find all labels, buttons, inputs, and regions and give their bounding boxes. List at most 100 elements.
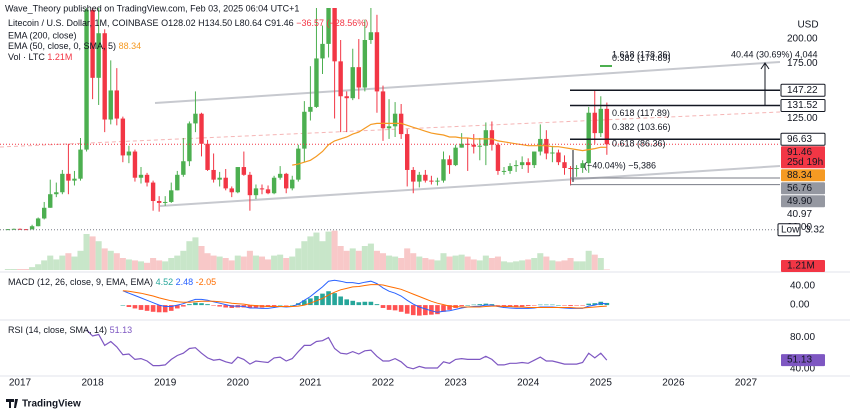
candle-body <box>223 177 228 189</box>
price-box <box>781 146 825 169</box>
macd-hist <box>289 305 295 306</box>
candle-body <box>211 169 216 180</box>
volume-bar <box>71 256 78 270</box>
candle-body <box>11 228 17 230</box>
rsi-box-label: 51.13 <box>787 355 812 366</box>
candle-body <box>526 162 531 166</box>
candle-body <box>84 9 89 150</box>
volume-bar <box>41 260 48 270</box>
volume-bar <box>513 261 520 270</box>
measure-arrow-head <box>760 62 770 70</box>
candle-body <box>417 174 422 182</box>
volume-bar <box>343 250 350 270</box>
volume-box <box>781 260 825 272</box>
candle-body <box>156 200 162 203</box>
candle-body <box>259 188 265 190</box>
volume-bar <box>452 255 459 270</box>
macd-hist <box>435 305 440 315</box>
macd-hist <box>417 305 422 316</box>
macd-hist <box>144 305 150 311</box>
macd-hist <box>168 305 174 311</box>
macd-hist <box>205 304 210 306</box>
volume-bar <box>240 256 247 270</box>
volume-bar <box>35 264 42 270</box>
price-label: 125.00 <box>787 113 818 124</box>
volume-bar <box>53 259 60 270</box>
volume-bar <box>228 260 235 270</box>
candle-body <box>126 151 132 156</box>
candle-body <box>405 134 410 170</box>
volume-bar <box>507 262 514 270</box>
macd-signal-value: -2.05 <box>196 277 217 287</box>
volume-bar <box>543 256 550 270</box>
volume-bar <box>107 250 114 270</box>
volume-bar <box>271 255 278 270</box>
candle-body <box>447 159 452 166</box>
volume-bar <box>410 253 417 270</box>
x-tick-label: 2027 <box>735 378 758 389</box>
candle-body <box>532 151 537 166</box>
macd-hist <box>429 305 434 315</box>
legend-macd: MACD (12, 26, close, 9, EMA, EMA) 4.52 2… <box>8 277 216 287</box>
x-tick-label: 2020 <box>227 378 250 389</box>
macd-hist <box>120 305 126 306</box>
candle-body <box>90 9 95 78</box>
volume-bar <box>10 269 17 270</box>
low-box <box>777 223 801 237</box>
price-label: 175.00 <box>787 58 818 69</box>
volume-bar <box>234 255 241 270</box>
volume-bar <box>89 236 96 270</box>
macd-hist <box>404 305 410 314</box>
macd-hist <box>380 305 386 308</box>
rsi-tick-label: 80.00 <box>790 332 815 343</box>
macd-value: 2.48 <box>176 277 194 287</box>
candle-body <box>277 173 283 178</box>
macd-hist <box>410 305 416 316</box>
candle-body <box>320 43 325 59</box>
volume-layer <box>4 230 610 270</box>
candle-body <box>411 169 416 182</box>
volume-bar <box>125 259 132 270</box>
candle-body <box>374 32 380 92</box>
macd-hist <box>471 304 477 306</box>
candle-body <box>217 177 222 180</box>
volume-bar <box>331 230 338 270</box>
fib-label: 0.382 (103.66) <box>612 122 671 132</box>
volume-bar <box>373 250 380 270</box>
channel-upper <box>154 61 780 104</box>
macd-hist <box>126 305 132 308</box>
candle-body <box>29 226 35 230</box>
macd-hist <box>217 305 222 307</box>
macd-hist <box>247 305 253 308</box>
x-tick-label: 2021 <box>299 378 322 389</box>
macd-hist <box>368 301 374 306</box>
volume-bar <box>488 258 495 270</box>
x-tick-label: 2018 <box>81 378 104 389</box>
logo <box>6 399 18 408</box>
volume-bar <box>307 236 314 270</box>
rsi-name: RSI (14, close, SMA, 14) <box>8 325 107 335</box>
rsi-tick-label: 40.00 <box>790 363 815 374</box>
volume-bar <box>537 253 544 270</box>
macd-hist <box>132 305 138 309</box>
x-tick-label: 2019 <box>154 378 177 389</box>
fib-label: 0.618 (86.36) <box>612 139 666 149</box>
rsi-box <box>781 354 825 367</box>
volume-bar <box>555 261 562 270</box>
volume-bar <box>4 269 11 270</box>
macd-hist <box>344 299 349 306</box>
volume-bar <box>494 256 501 270</box>
legend-ema50: EMA (50, close, 0, SMA, 5) 88.34 <box>8 41 141 51</box>
candle-body <box>163 201 168 203</box>
x-tick-label: 2022 <box>372 378 395 389</box>
candle-body <box>441 159 446 181</box>
candle-body <box>169 190 174 202</box>
signal-line <box>122 284 607 309</box>
macd-name: MACD (12, 26, close, 9, EMA, EMA) <box>8 277 153 287</box>
macd-hist <box>586 303 591 306</box>
macd-hist <box>392 305 398 311</box>
candle-body <box>35 218 41 227</box>
macd-hist <box>199 303 204 306</box>
volume-bar <box>180 250 187 270</box>
